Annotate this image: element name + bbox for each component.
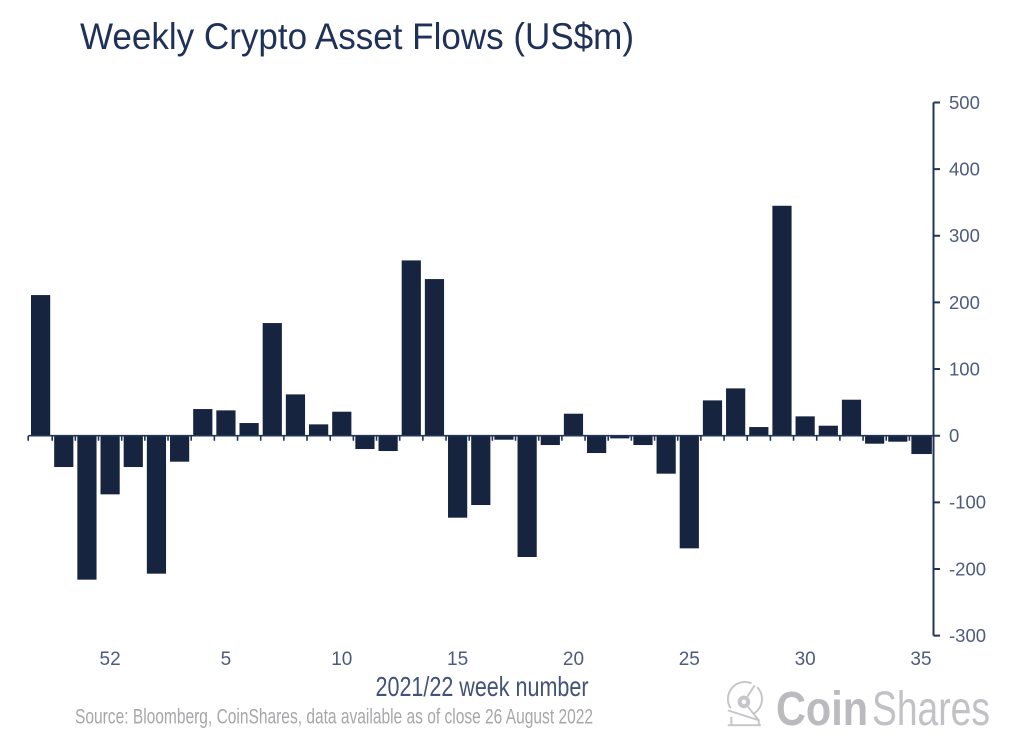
svg-text:Source: Bloomberg, CoinShares,: Source: Bloomberg, CoinShares, data avai… xyxy=(75,704,593,728)
svg-text:Coin: Coin xyxy=(776,682,868,736)
svg-text:-200: -200 xyxy=(949,558,986,579)
svg-text:25: 25 xyxy=(679,649,700,670)
svg-text:20: 20 xyxy=(563,649,584,670)
svg-text:2021/22 week number: 2021/22 week number xyxy=(376,671,589,702)
svg-text:15: 15 xyxy=(447,649,468,670)
svg-text:400: 400 xyxy=(949,158,980,179)
svg-text:52: 52 xyxy=(100,649,121,670)
svg-text:Shares: Shares xyxy=(872,682,990,736)
svg-text:5: 5 xyxy=(221,649,232,670)
svg-text:-300: -300 xyxy=(949,625,986,646)
svg-text:-100: -100 xyxy=(949,492,986,513)
svg-text:100: 100 xyxy=(949,358,980,379)
svg-text:0: 0 xyxy=(949,425,959,446)
svg-text:30: 30 xyxy=(795,649,816,670)
svg-text:500: 500 xyxy=(949,92,980,113)
svg-text:300: 300 xyxy=(949,225,980,246)
svg-text:10: 10 xyxy=(331,649,352,670)
svg-text:35: 35 xyxy=(910,649,931,670)
svg-text:Weekly Crypto Asset Flows (US$: Weekly Crypto Asset Flows (US$m) xyxy=(80,15,634,57)
svg-text:200: 200 xyxy=(949,292,980,313)
